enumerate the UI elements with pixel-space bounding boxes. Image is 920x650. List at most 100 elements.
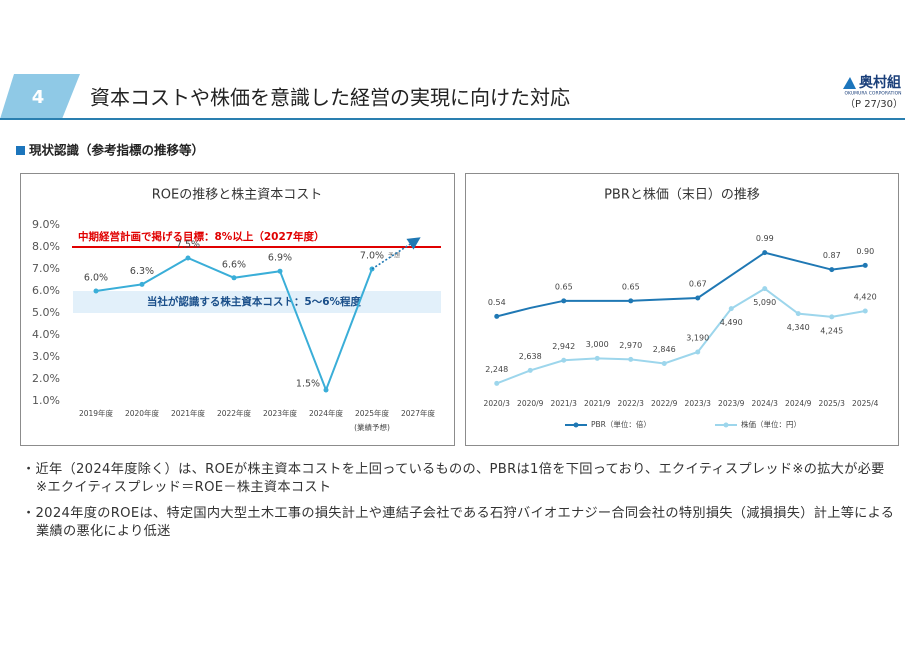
point — [628, 356, 634, 362]
x-tick-label: 2022/3 — [618, 399, 645, 408]
point — [185, 255, 191, 261]
chart-frame — [465, 173, 899, 446]
value-label: 2,970 — [619, 341, 642, 350]
value-label: 0.67 — [689, 280, 707, 289]
point — [323, 387, 329, 393]
series-line — [496, 287, 866, 385]
point — [862, 308, 868, 314]
x-tick-label: 2021/3 — [551, 399, 578, 408]
point — [594, 355, 600, 361]
x-tick-label: 2023/9 — [718, 399, 745, 408]
heading-square — [16, 146, 25, 155]
value-label: 2,248 — [485, 365, 508, 374]
section-heading: 現状認識（参考指標の推移等） — [29, 143, 204, 158]
value-label: 3,190 — [686, 334, 709, 343]
legend-label: PBR（単位：倍） — [591, 419, 651, 429]
point — [661, 360, 667, 366]
cost-band-label: 当社が認識する株主資本コスト：5～6%程度 — [147, 295, 362, 308]
point — [277, 268, 283, 274]
value-label: 2,942 — [552, 342, 575, 351]
value-label: 2,846 — [653, 345, 676, 354]
value-label: 2,638 — [519, 352, 542, 361]
x-tick-label: 2024年度 — [309, 408, 344, 418]
section-number: 4 — [32, 87, 45, 108]
point — [728, 306, 734, 312]
x-tick-label: 2025/4 — [852, 399, 879, 408]
x-tick-label: 2019年度 — [79, 408, 114, 418]
legend-marker — [573, 422, 579, 428]
value-label: 4,340 — [787, 323, 810, 332]
logo: 奥村組 — [859, 74, 901, 91]
value-label: 0.87 — [823, 251, 841, 260]
y-tick-label: 6.0% — [32, 284, 60, 297]
x-tick-label: 2027年度 — [401, 408, 436, 418]
x-tick-label: 2023/3 — [685, 399, 712, 408]
point — [231, 275, 237, 281]
point — [695, 295, 701, 301]
value-label: 6.9% — [268, 253, 292, 264]
point — [494, 313, 500, 319]
y-tick-label: 2.0% — [32, 372, 60, 385]
x-tick-label: 2021年度 — [171, 408, 206, 418]
value-label: 3,000 — [586, 340, 609, 349]
page-number: （P 27/30） — [845, 98, 903, 110]
forecast-arrow — [371, 237, 421, 270]
point — [139, 281, 145, 287]
y-tick-label: 5.0% — [32, 306, 60, 319]
x-tick-label: 2020/9 — [517, 399, 544, 408]
value-label: 6.6% — [222, 259, 246, 270]
point — [628, 298, 634, 304]
point — [862, 262, 868, 268]
value-label: 0.65 — [555, 282, 573, 291]
point — [829, 267, 835, 273]
x-tick-label: 2020年度 — [125, 408, 160, 418]
value-label: 6.0% — [84, 273, 108, 284]
y-tick-label: 4.0% — [32, 328, 60, 341]
point — [494, 380, 500, 386]
x-tick-label: 2025/3 — [819, 399, 846, 408]
point — [762, 286, 768, 292]
legend-label: 株価（単位：円） — [741, 419, 801, 429]
value-label: 4,490 — [720, 318, 743, 327]
value-label: 6.3% — [130, 266, 154, 277]
point — [527, 367, 533, 373]
chart-title: ROEの推移と株主資本コスト — [152, 188, 322, 203]
x-tick-label: 2021/9 — [584, 399, 611, 408]
slide-title: 資本コストや株価を意識した経営の実現に向けた対応 — [90, 86, 570, 110]
x-tick-label: 2023年度 — [263, 408, 298, 418]
point — [829, 314, 835, 320]
y-tick-label: 7.0% — [32, 262, 60, 275]
point — [561, 298, 567, 304]
x-tick-label: 2025年度 — [355, 408, 390, 418]
point — [93, 288, 99, 294]
note: ※エクイティスプレッド＝ROE－株主資本コスト — [36, 480, 332, 495]
section-badge — [0, 74, 80, 119]
point — [695, 349, 701, 355]
value-label: 4,245 — [820, 326, 843, 335]
logo-mark — [843, 77, 856, 89]
chart-title: PBRと株価（末日）の推移 — [604, 188, 760, 203]
x-tick-label: 2024/3 — [752, 399, 779, 408]
x-tick-label: 2022年度 — [217, 408, 252, 418]
point — [762, 250, 768, 256]
y-tick-label: 9.0% — [32, 218, 60, 231]
chart-frame — [20, 173, 455, 446]
x-tick-label: 2022/9 — [651, 399, 678, 408]
value-label: 7.5% — [176, 240, 200, 251]
y-tick-label: 1.0% — [32, 394, 60, 407]
point — [795, 311, 801, 317]
value-label: 5,090 — [753, 298, 776, 307]
cost-band — [73, 291, 441, 313]
series-line — [496, 251, 866, 318]
notes: ・近年（2024年度除く）は、ROEが株主資本コストを上回っているものの、PBR… — [22, 461, 906, 541]
y-tick-label: 3.0% — [32, 350, 60, 363]
note: ・2024年度のROEは、特定国内大型土木工事の損失計上や連結子会社である石狩バ… — [22, 506, 895, 539]
logo-sub: OKUMURA CORPORATION — [844, 91, 901, 97]
value-label: 0.99 — [756, 234, 774, 243]
note: ・近年（2024年度除く）は、ROEが株主資本コストを上回っているものの、PBR… — [22, 462, 885, 477]
value-label: 7.0% — [360, 251, 384, 262]
x-tick-sublabel: (業績予想) — [354, 422, 390, 432]
value-label: 0.54 — [488, 298, 506, 307]
